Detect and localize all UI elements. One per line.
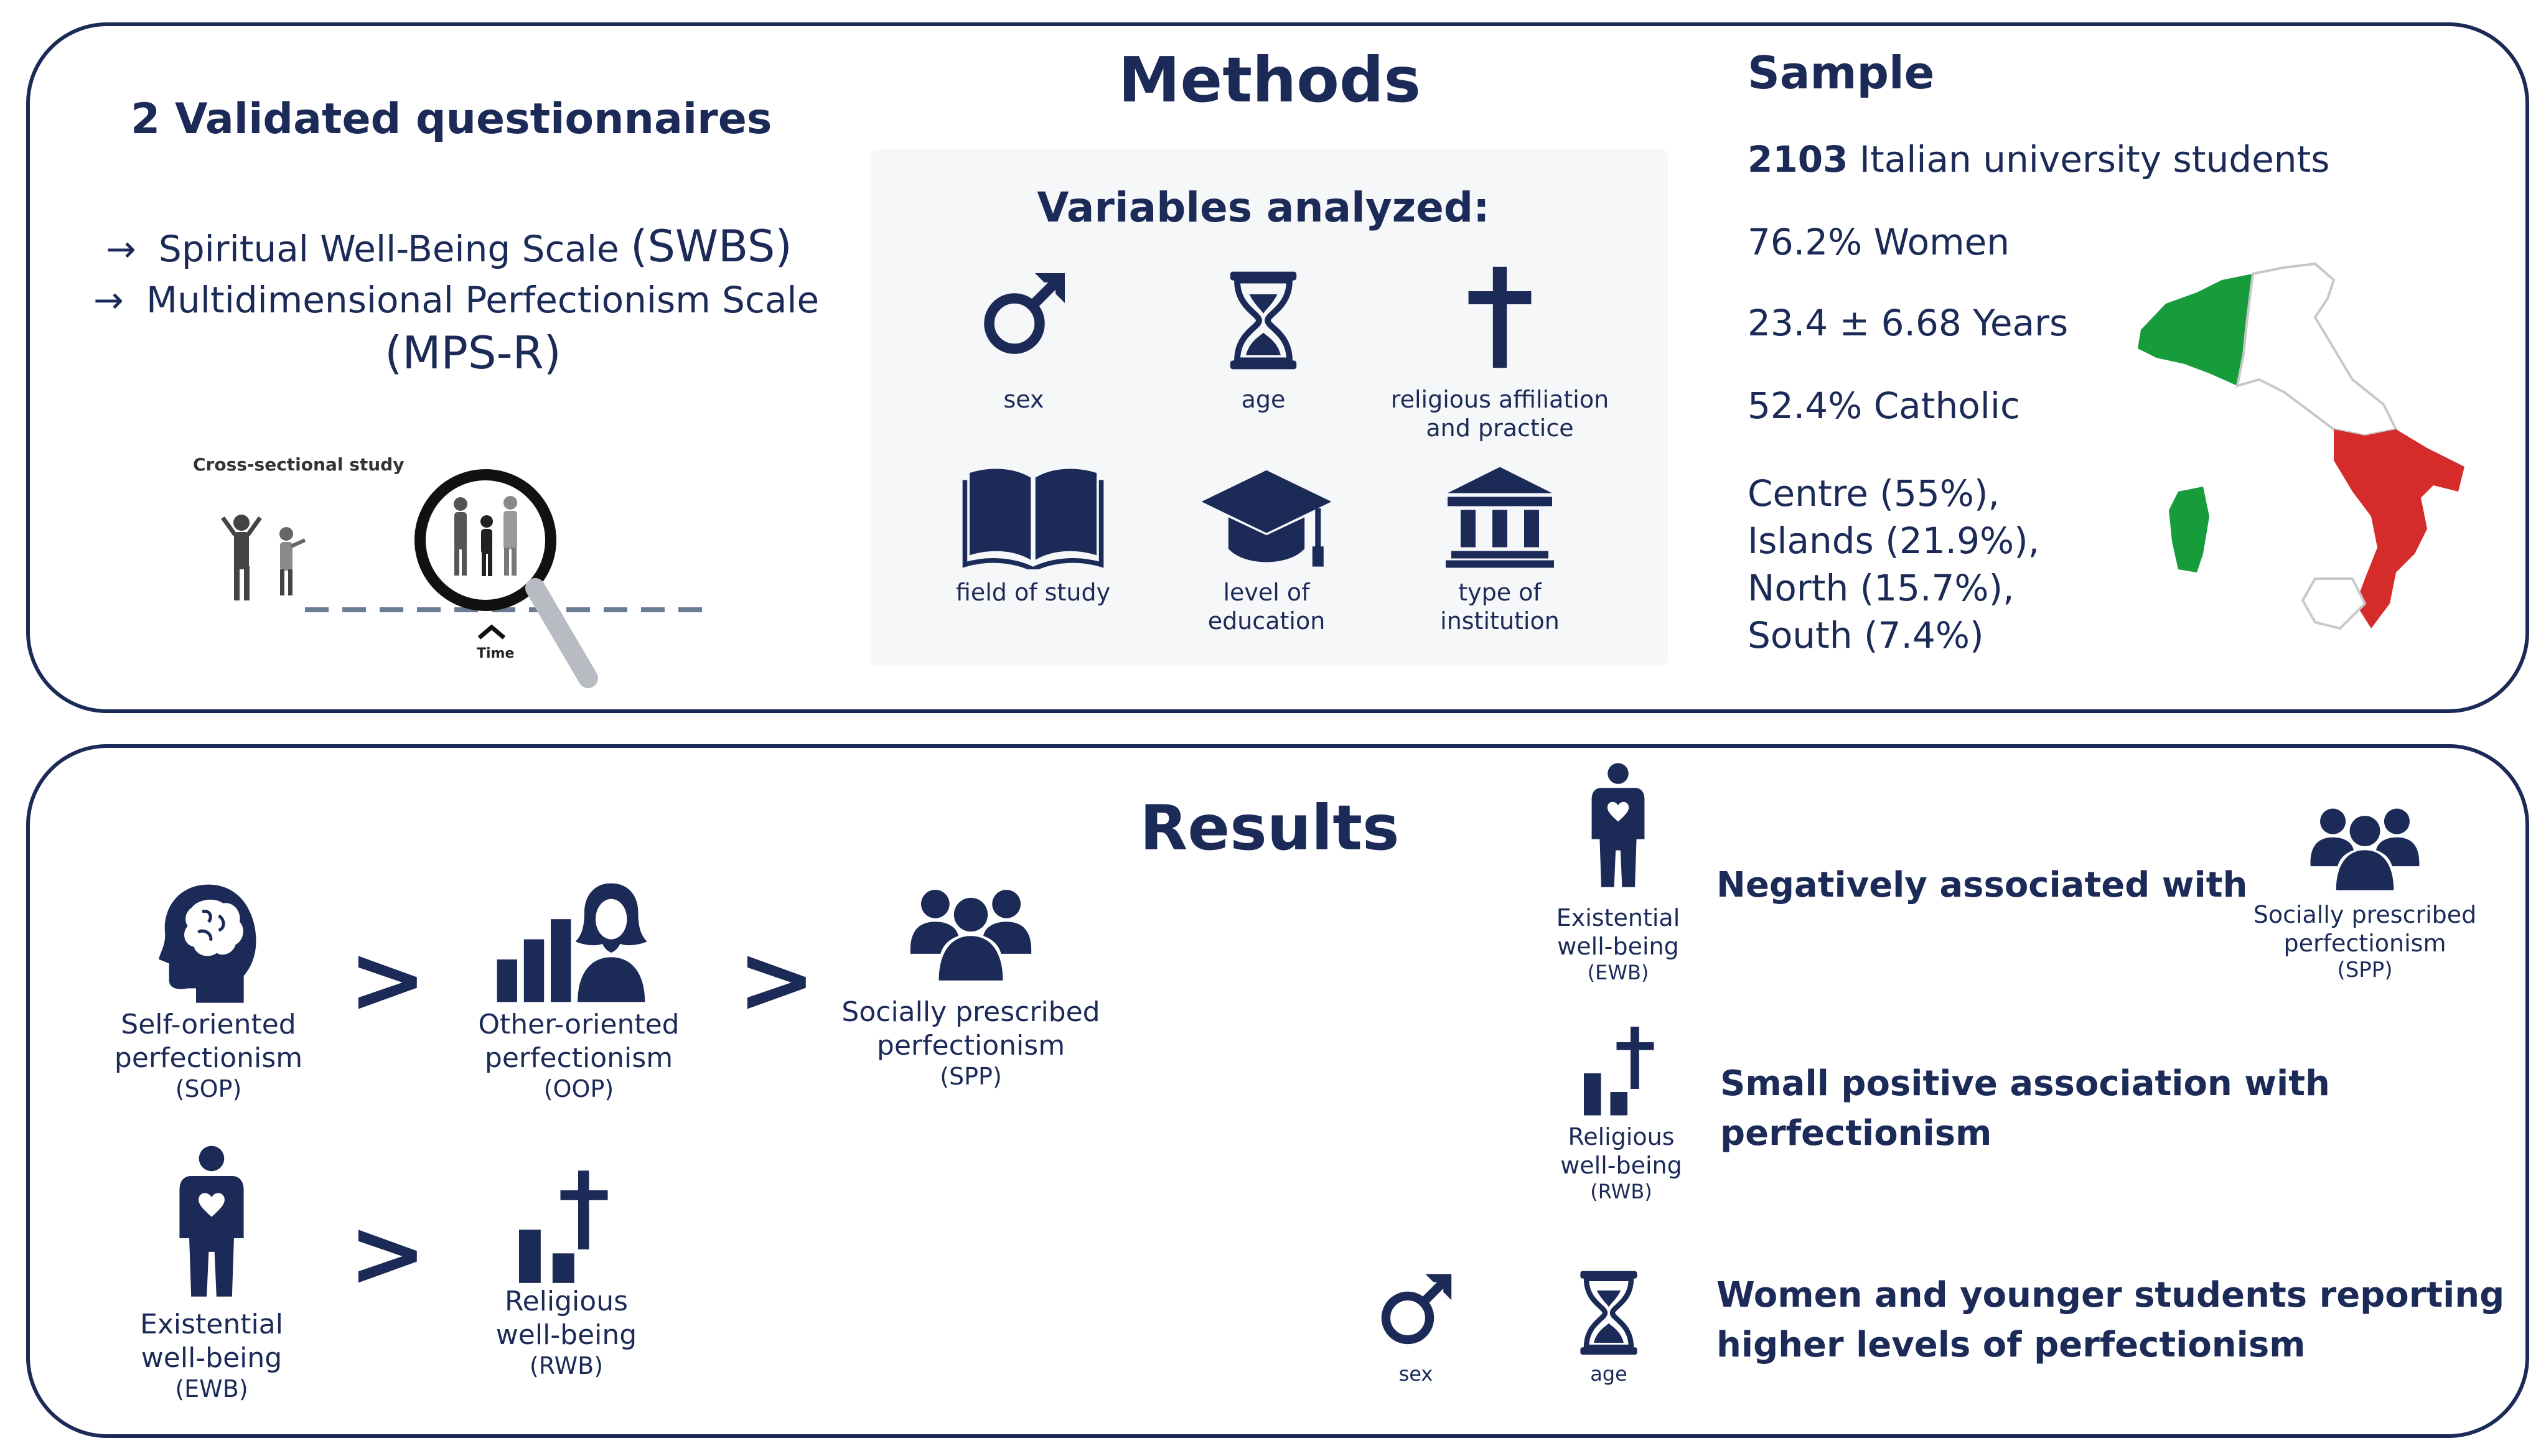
finding-3-text: Women and younger students reporting hig… [1716, 1275, 2505, 1365]
book-icon [962, 464, 1105, 569]
variable-education: level of education [1182, 464, 1350, 650]
ranking2-rwb: Religious well-being (RWB) [473, 1167, 660, 1391]
sample-age: 23.4 ± 6.68 Years [1748, 302, 2069, 344]
head-brain-icon [156, 880, 261, 1005]
cross-sectional-illustration: Cross-sectional study [187, 448, 747, 691]
ranking2-ewb: Existential well-being (EWB) [112, 1145, 311, 1406]
greater-than-1: > [349, 926, 427, 1034]
sample-size: 2103 Italian university students [1748, 138, 2330, 180]
variable-institution: type of institution [1419, 464, 1581, 650]
finding-2-text: Small positive association with perfecti… [1720, 1063, 2330, 1154]
ranking1-oop: Other-oriented perfectionism (OOP) [461, 880, 697, 1117]
methods-title: Methods [1118, 44, 1421, 116]
results-panel [26, 744, 2529, 1438]
variable-field-of-study: field of study [946, 464, 1120, 619]
institution-icon [1444, 464, 1556, 569]
questionnaire-abbr: (SWBS) [630, 221, 792, 272]
finding-1-right: Socially prescribed perfectionism (SPP) [2240, 803, 2489, 1002]
hourglass-icon [1571, 1266, 1646, 1360]
finding-3-age: age [1562, 1266, 1655, 1397]
greater-than-2: > [737, 926, 816, 1034]
person-heart-icon [177, 1145, 246, 1300]
italy-map-icon [2138, 262, 2464, 630]
finding-2-left: Religious well-being (RWB) [1543, 1024, 1699, 1223]
questionnaire-name: Multidimensional Perfectionism Scale [146, 279, 820, 321]
questionnaire-item-swbs: → Spiritual Well-Being Scale (SWBS) [106, 221, 853, 272]
arrow-right-icon: → [93, 279, 124, 321]
results-title: Results [1140, 791, 1400, 864]
finding-1-text: Negatively associated with [1716, 865, 2248, 905]
study-figure-icon [221, 469, 716, 688]
graduation-cap-icon [1198, 464, 1335, 576]
bars-cross-icon [517, 1167, 616, 1285]
finding-1-left: Existential well-being (EWB) [1543, 758, 1693, 994]
sample-regions: Centre (55%), Islands (21.9%), North (15… [1748, 472, 2040, 656]
time-label: Time [477, 646, 515, 661]
variable-age: age [1207, 268, 1319, 423]
variable-sex: sex [971, 268, 1083, 423]
questionnaire-item-mps: → Multidimensional Perfectionism Scale [93, 279, 859, 321]
cross-icon [1456, 261, 1543, 373]
group-icon [2309, 803, 2421, 893]
male-symbol-icon [1375, 1269, 1456, 1350]
greater-than-3: > [349, 1200, 427, 1308]
sample-catholic: 52.4% Catholic [1748, 385, 2020, 427]
finding-3-sex: sex [1369, 1269, 1463, 1394]
arrow-right-icon: → [106, 228, 136, 270]
hourglass-icon [1220, 268, 1307, 373]
person-heart-icon [1590, 758, 1646, 895]
sample-heading: Sample [1748, 47, 1935, 99]
questionnaire-abbr-mps: (MPS-R) [385, 327, 561, 379]
questionnaire-name: Spiritual Well-Being Scale [159, 228, 619, 270]
variables-heading: Variables analyzed: [1037, 184, 1490, 231]
bars-cross-icon [1581, 1024, 1662, 1117]
group-icon [909, 884, 1033, 983]
male-symbol-icon [977, 268, 1070, 361]
variable-religious: religious affiliation and practice [1388, 261, 1612, 448]
study-label: Cross-sectional study [193, 454, 405, 475]
variables-box [871, 149, 1668, 666]
ranking1-spp: Socially prescribed perfectionism (SPP) [834, 884, 1108, 1108]
ranking1-sop: Self-oriented perfectionism (SOP) [93, 880, 324, 1117]
sample-women: 76.2% Women [1748, 221, 2010, 263]
questionnaires-heading: 2 Validated questionnaires [131, 95, 772, 144]
person-bars-icon [495, 880, 663, 1005]
